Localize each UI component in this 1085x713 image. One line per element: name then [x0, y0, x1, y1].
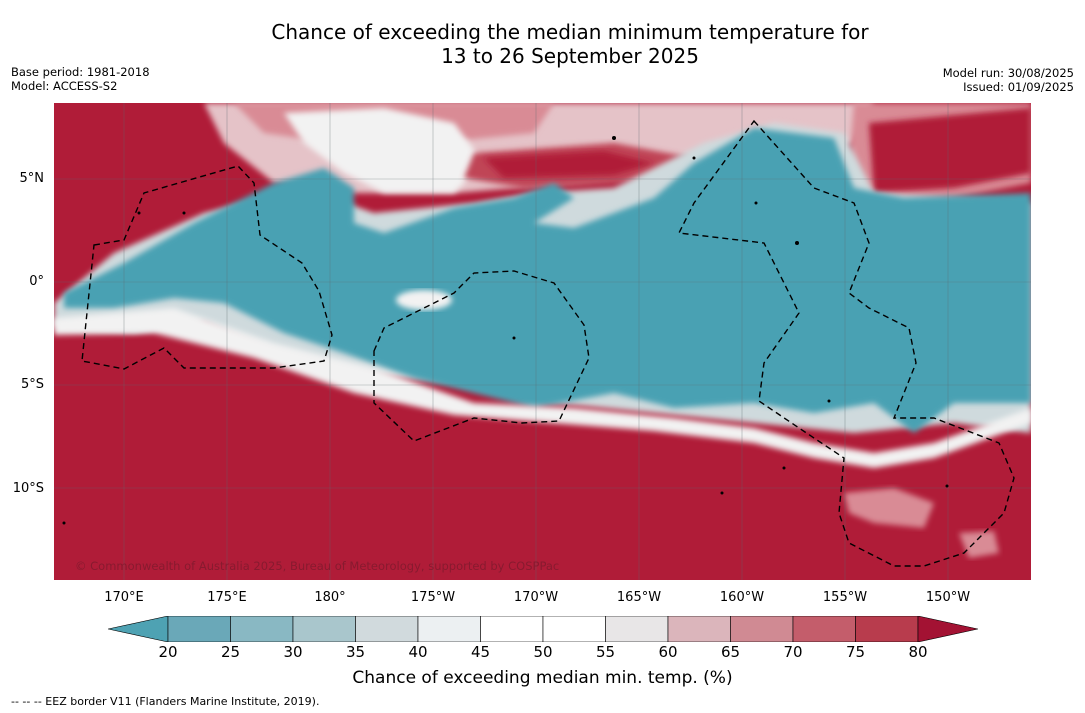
lon-label-175w: 175°W: [410, 590, 456, 605]
north-warm-core: [484, 151, 654, 178]
colorbar-segment: [480, 615, 544, 643]
colorbar-tick-label: 35: [345, 643, 366, 661]
eez-kiribati-gilberts: [81, 165, 333, 370]
metadata-left: Base period: 1981-2018 Model: ACCESS-S2: [11, 65, 150, 93]
island: [754, 201, 758, 205]
model-text: Model: ACCESS-S2: [11, 79, 118, 93]
eez-kiribati-line: [677, 119, 1015, 567]
island: [182, 211, 186, 215]
issued-text: Issued: 01/09/2025: [963, 80, 1074, 94]
island: [62, 521, 66, 525]
colorbar-segment: [792, 615, 856, 643]
colorbar-tick-label: 65: [720, 643, 741, 661]
colorbar-tick-label: 60: [658, 643, 678, 661]
colorbar-graphic: [107, 615, 979, 643]
colorbar-segment: [730, 615, 794, 643]
map-canvas: [54, 103, 1031, 580]
lat-label-5s: 5°S: [20, 377, 44, 392]
metadata-right: Model run: 30/08/2025 Issued: 01/09/2025: [943, 66, 1074, 94]
colorbar-segment: [667, 615, 731, 643]
island: [612, 136, 616, 140]
lon-label-170w: 170°W: [513, 590, 559, 605]
colorbar-tick-label: 45: [470, 643, 491, 661]
colorbar-segment: [417, 615, 481, 643]
island: [795, 241, 799, 245]
north-neutral-patch: [284, 108, 484, 193]
title-line-1: Chance of exceeding the median minimum t…: [271, 20, 869, 44]
colorbar-segment: [605, 615, 669, 643]
islands: [62, 136, 949, 525]
forecast-map[interactable]: [54, 103, 1031, 580]
lon-label-150w: 150°W: [925, 590, 971, 605]
colorbar-segment: [542, 615, 606, 643]
colorbar-under-arrow: [107, 615, 169, 643]
colorbar-tick-label: 80: [908, 643, 928, 661]
eez-borders: [81, 119, 1015, 567]
lon-label-160w: 160°W: [719, 590, 765, 605]
colorbar-tick-label: 30: [283, 643, 303, 661]
lat-label-5n: 5°N: [19, 171, 45, 186]
lon-label-175e: 175°E: [207, 590, 247, 605]
copyright-notice: © Commonwealth of Australia 2025, Bureau…: [75, 559, 560, 573]
colorbar-tick-label: 20: [158, 643, 178, 661]
lat-label-0: 0°: [29, 274, 44, 289]
cool-main-region: [64, 128, 1031, 433]
colorbar-segment: [355, 615, 419, 643]
colorbar-segment: [167, 615, 231, 643]
colorbar-tick-label: 55: [595, 643, 616, 661]
island: [512, 336, 516, 340]
colorbar: [107, 615, 979, 646]
northeast-warm-core: [869, 108, 1031, 193]
island: [137, 211, 141, 215]
colorbar-tick-label: 70: [783, 643, 803, 661]
colorbar-segment: [292, 615, 356, 643]
lon-label-170e: 170°E: [104, 590, 144, 605]
colorbar-tick-label: 25: [220, 643, 241, 661]
island: [720, 491, 724, 495]
southern-neutral-stripe: [54, 308, 1031, 468]
colorbar-tick-label: 40: [408, 643, 428, 661]
lon-label-155w: 155°W: [822, 590, 868, 605]
model-run-text: Model run: 30/08/2025: [942, 66, 1074, 80]
title-line-2: 13 to 26 September 2025: [441, 44, 699, 68]
lon-label-180: 180°: [314, 590, 346, 605]
colorbar-label: Chance of exceeding median min. temp. (%…: [352, 668, 733, 688]
eez-footnote: -- -- -- EEZ border V11 (Flanders Marine…: [11, 695, 320, 708]
colorbar-segment: [230, 615, 294, 643]
island: [945, 484, 949, 488]
south-warm-patch: [959, 531, 999, 558]
lat-label-10s: 10°S: [12, 481, 44, 496]
base-period-text: Base period: 1981-2018: [11, 65, 150, 79]
colorbar-tick-label: 75: [845, 643, 866, 661]
lon-label-165w: 165°W: [616, 590, 662, 605]
central-neutral-patch: [396, 290, 452, 310]
map-title: Chance of exceeding the median minimum t…: [220, 20, 920, 68]
colorbar-segment: [855, 615, 919, 643]
island: [692, 156, 696, 160]
island: [782, 466, 786, 470]
southeast-warm-blob: [844, 488, 934, 528]
island: [827, 399, 831, 403]
colorbar-tick-label: 50: [533, 643, 553, 661]
eez-kiribati-phoenix: [373, 270, 590, 442]
graticule: [54, 103, 1031, 580]
colorbar-over-arrow: [917, 615, 979, 643]
